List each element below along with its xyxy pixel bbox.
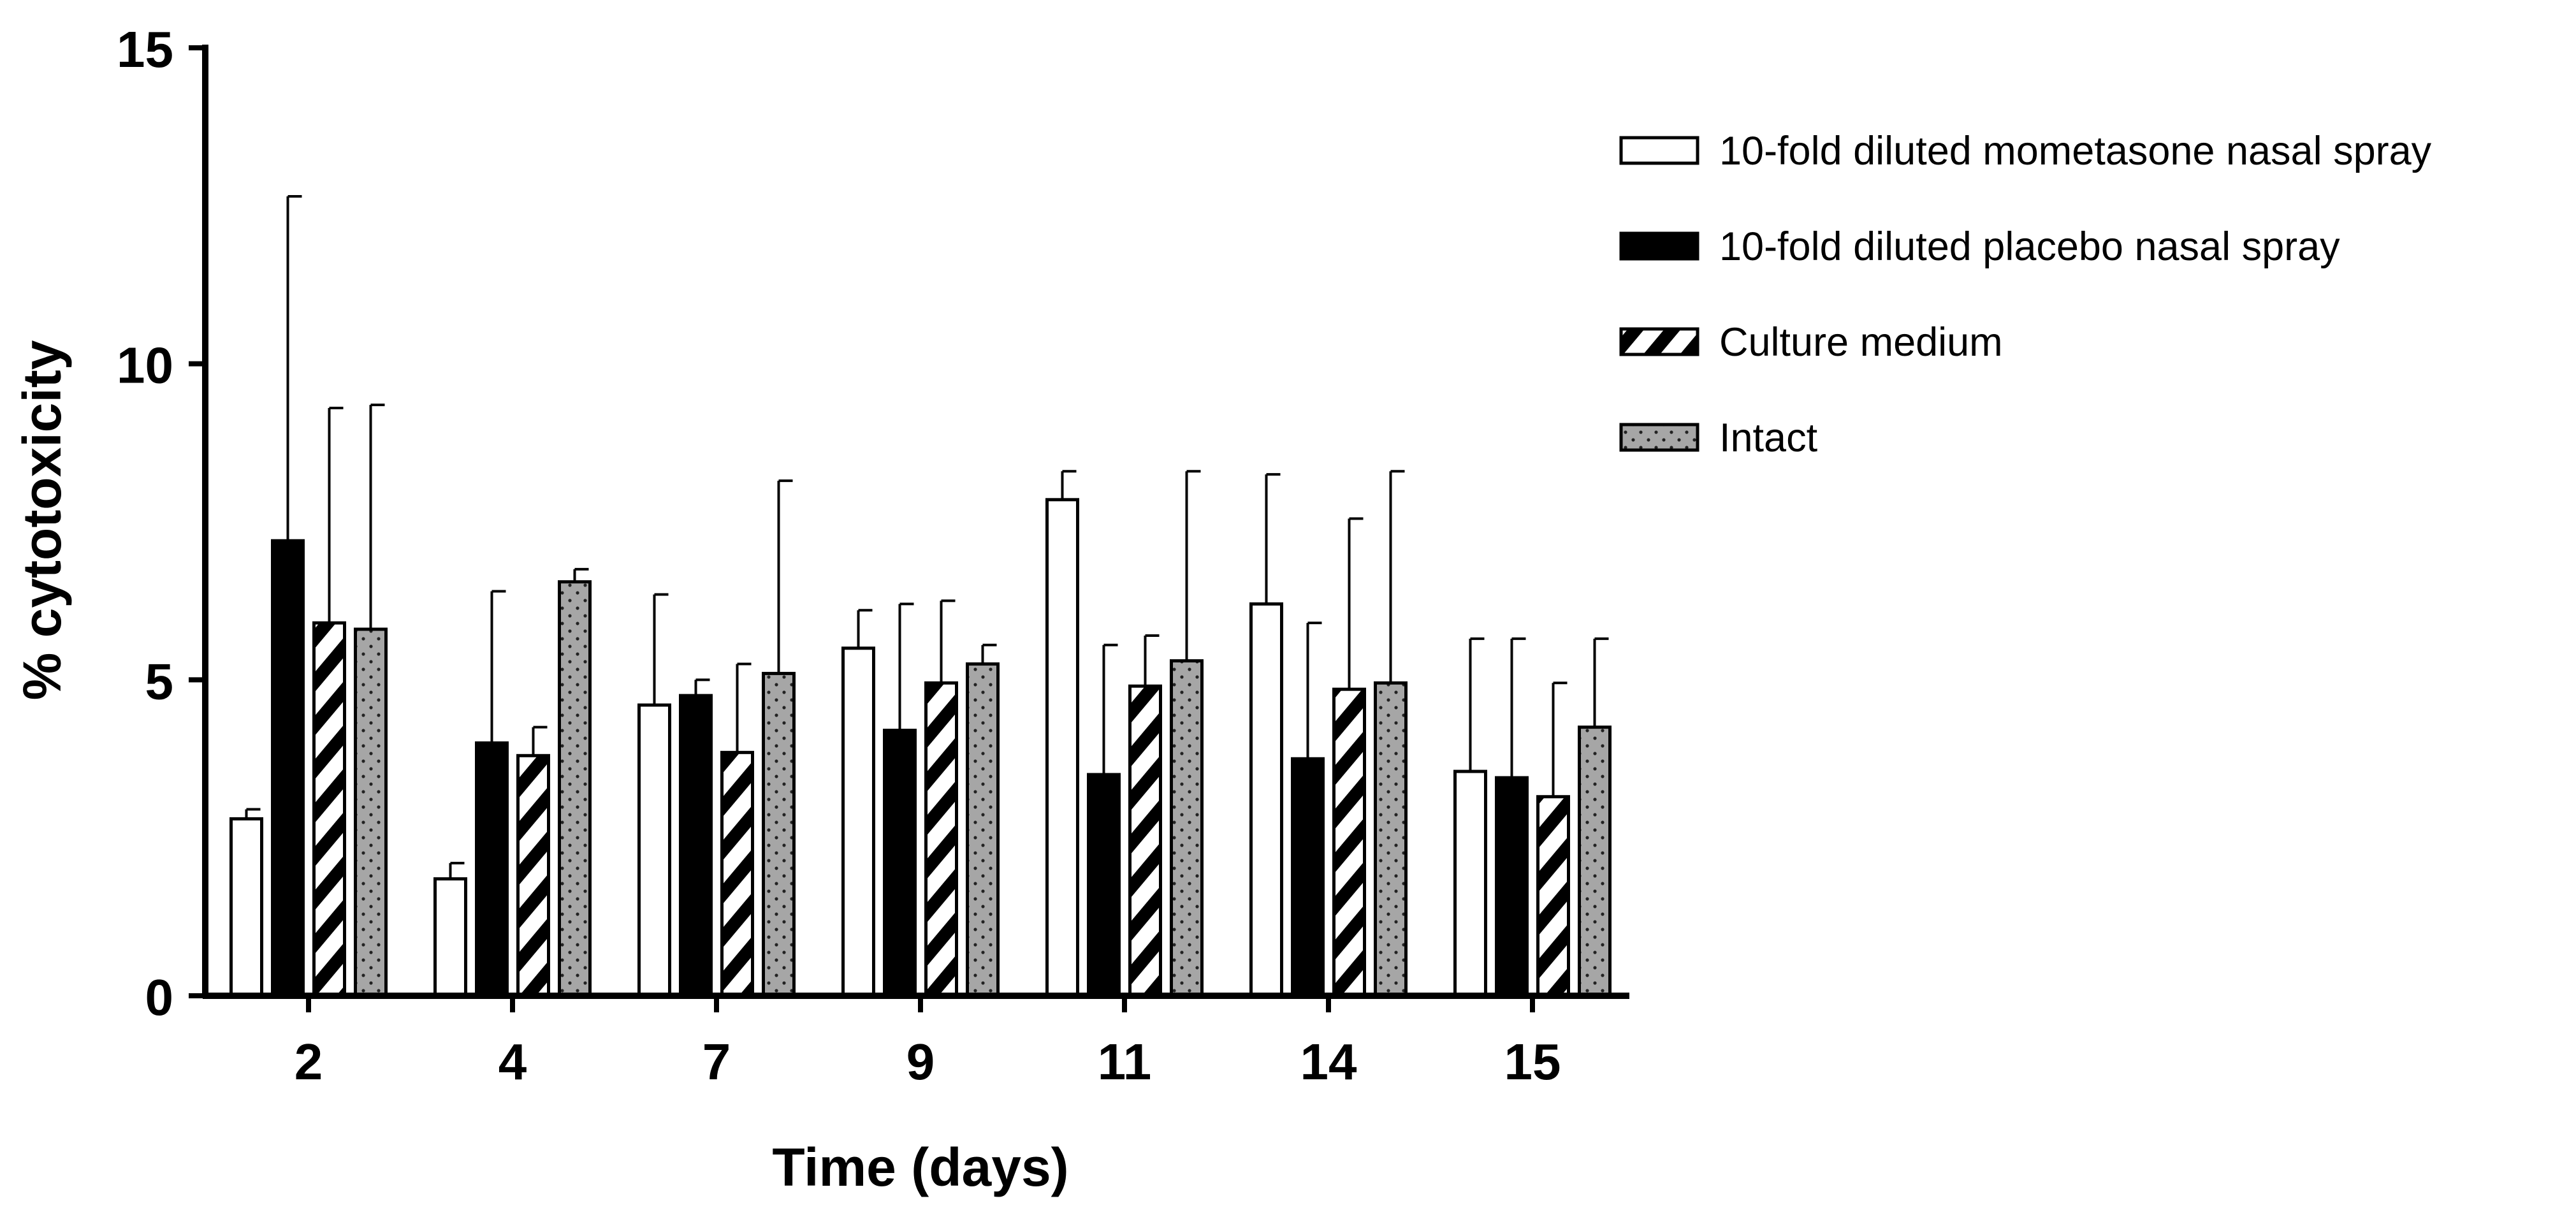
bar bbox=[229, 817, 263, 998]
x-tick-label: 9 bbox=[906, 1033, 935, 1090]
bar bbox=[966, 662, 1000, 998]
bar bbox=[475, 741, 509, 998]
bar bbox=[841, 646, 875, 998]
bar bbox=[1332, 687, 1366, 998]
bar bbox=[1453, 769, 1487, 998]
x-tick-label: 2 bbox=[295, 1033, 323, 1090]
bar bbox=[271, 539, 305, 998]
legend-label: Intact bbox=[1719, 416, 1818, 460]
bar bbox=[558, 580, 592, 998]
legend-swatch bbox=[1619, 231, 1699, 261]
bar bbox=[1291, 757, 1325, 998]
bar bbox=[1045, 498, 1079, 998]
legend: 10-fold diluted mometasone nasal spray 10… bbox=[1619, 129, 2432, 460]
legend-label: 10-fold diluted mometasone nasal spray bbox=[1719, 129, 2432, 173]
bar bbox=[679, 694, 713, 998]
bar bbox=[433, 877, 467, 998]
bar bbox=[1128, 684, 1162, 998]
bar bbox=[924, 681, 958, 998]
bar bbox=[883, 729, 917, 998]
bar bbox=[1170, 659, 1204, 998]
legend-label: 10-fold diluted placebo nasal spray bbox=[1719, 224, 2340, 269]
legend-swatch bbox=[1619, 327, 1699, 356]
bar bbox=[1087, 773, 1121, 998]
x-tick-label: 15 bbox=[1504, 1033, 1561, 1090]
bar bbox=[516, 754, 550, 998]
legend-swatch bbox=[1619, 136, 1699, 165]
x-ticks: 2 4 7 9 11 14 15 bbox=[295, 996, 1561, 1090]
bar bbox=[1249, 602, 1283, 998]
x-tick-label: 4 bbox=[498, 1033, 527, 1090]
error-bars-layer bbox=[245, 194, 1609, 879]
bar bbox=[720, 750, 754, 998]
bar bbox=[637, 703, 671, 998]
bar bbox=[1374, 681, 1408, 998]
bar bbox=[762, 671, 796, 998]
x-tick-label: 7 bbox=[702, 1033, 731, 1090]
bar bbox=[1536, 795, 1570, 998]
bar bbox=[354, 627, 388, 998]
y-ticks: 0 5 10 15 bbox=[117, 21, 205, 1026]
legend-label: Culture medium bbox=[1719, 320, 2003, 365]
bar bbox=[1495, 776, 1529, 998]
bar bbox=[1578, 725, 1612, 998]
bar bbox=[312, 621, 346, 998]
y-tick-label: 0 bbox=[145, 969, 174, 1026]
legend-swatch bbox=[1619, 423, 1699, 452]
y-axis-label: % cytotoxicity bbox=[12, 340, 72, 700]
y-tick-label: 15 bbox=[117, 21, 173, 78]
y-tick-label: 10 bbox=[117, 337, 173, 394]
x-tick-label: 11 bbox=[1098, 1033, 1152, 1090]
bars-layer bbox=[229, 498, 1612, 998]
y-tick-label: 5 bbox=[145, 653, 174, 710]
x-axis-label: Time (days) bbox=[772, 1137, 1068, 1197]
x-tick-label: 14 bbox=[1300, 1033, 1357, 1090]
